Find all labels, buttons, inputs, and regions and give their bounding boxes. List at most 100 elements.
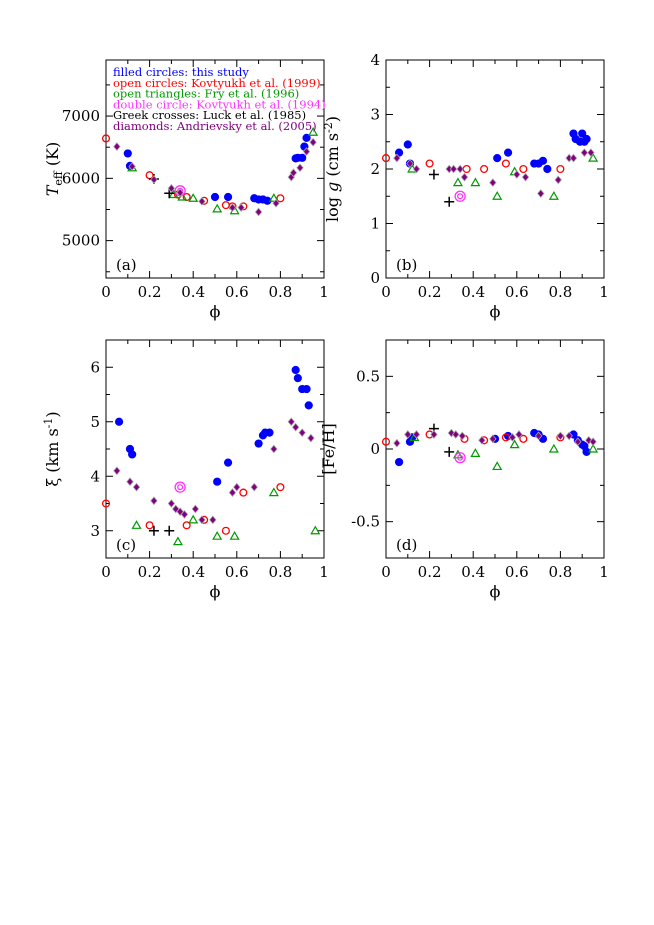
series-luck1985 xyxy=(428,169,455,207)
data-point-diamond xyxy=(489,178,497,188)
data-point-diamond xyxy=(569,153,578,163)
data-point-diamond xyxy=(556,431,565,441)
data-point-open-triangle xyxy=(588,443,599,453)
series-this_study xyxy=(114,365,313,486)
data-point-open-triangle xyxy=(188,514,199,524)
x-tick-label: 0.4 xyxy=(461,563,485,581)
data-point-diamond xyxy=(302,147,311,156)
data-point-diamond xyxy=(126,477,134,487)
data-point-diamond xyxy=(289,168,298,178)
data-point-double-circle xyxy=(174,481,186,493)
series-luck1985 xyxy=(148,525,175,536)
data-point-filled-circle xyxy=(543,164,552,174)
data-point-diamond xyxy=(508,432,517,442)
legend-entry: filled circles: this study xyxy=(113,65,249,79)
data-point-cross xyxy=(444,446,455,457)
data-point-open-circle xyxy=(221,201,230,210)
series-andrievsky2005 xyxy=(393,428,597,448)
data-point-filled-circle xyxy=(403,140,412,149)
x-axis-label: ϕ xyxy=(490,582,501,601)
data-point-diamond xyxy=(233,482,241,492)
plot-frame xyxy=(385,339,605,559)
data-point-cross xyxy=(164,525,175,536)
data-point-diamond xyxy=(430,430,438,439)
data-point-open-triangle xyxy=(212,203,223,213)
data-point-diamond xyxy=(521,172,530,182)
panel-label: (c) xyxy=(116,536,136,554)
x-tick-label: 0.8 xyxy=(548,283,572,301)
data-point-open-triangle xyxy=(470,177,481,187)
y-tick-label: 0.5 xyxy=(356,367,380,385)
y-tick-label: 0 xyxy=(370,440,380,458)
data-point-filled-circle xyxy=(223,458,233,467)
x-axis-label: ϕ xyxy=(210,302,221,321)
data-point-open-circle xyxy=(425,159,434,168)
x-tick-label: 0.6 xyxy=(225,283,249,301)
series-kovtyukh1999 xyxy=(101,483,285,535)
data-point-diamond xyxy=(458,431,467,441)
series-kovtyukh1994 xyxy=(454,452,466,464)
series-andrievsky2005 xyxy=(113,417,315,525)
data-point-diamond xyxy=(587,148,595,158)
y-tick-label: 4 xyxy=(370,51,380,69)
data-point-filled-circle xyxy=(578,129,587,138)
data-point-diamond xyxy=(404,430,412,439)
data-point-open-circle xyxy=(101,499,111,508)
data-point-diamond xyxy=(167,183,176,193)
y-tick-label: 5 xyxy=(90,413,100,431)
series-this_study xyxy=(394,428,591,467)
x-tick-label: 0.4 xyxy=(181,563,205,581)
x-tick-label: 0.6 xyxy=(505,283,529,301)
data-point-diamond xyxy=(456,164,464,174)
y-tick-label: 2 xyxy=(370,160,380,178)
data-point-diamond xyxy=(191,504,200,514)
data-point-diamond xyxy=(198,515,206,525)
data-point-filled-circle xyxy=(210,192,220,202)
data-point-diamond xyxy=(287,417,296,427)
panel-label: (d) xyxy=(396,536,417,554)
y-tick-label: 3 xyxy=(370,106,380,124)
data-point-open-circle xyxy=(462,164,471,174)
legend-entry: Greek crosses: Luck et al. (1985) xyxy=(113,108,306,122)
data-point-diamond xyxy=(113,142,121,151)
data-point-open-circle xyxy=(519,434,528,443)
data-point-filled-circle xyxy=(254,439,263,448)
data-point-open-triangle xyxy=(131,520,142,529)
x-tick-label: 0 xyxy=(101,563,111,581)
data-point-filled-circle xyxy=(298,153,307,162)
y-axis-label: Teff (K) xyxy=(43,142,65,197)
data-point-diamond xyxy=(254,207,263,217)
data-point-diamond xyxy=(537,189,545,198)
data-point-diamond xyxy=(209,515,217,525)
data-point-diamond xyxy=(515,430,523,439)
data-point-diamond xyxy=(406,159,414,168)
data-point-diamond xyxy=(489,434,497,444)
series-fry1996 xyxy=(131,487,321,546)
x-tick-label: 1 xyxy=(599,283,609,301)
x-tick-label: 0.6 xyxy=(225,563,249,581)
data-point-diamond xyxy=(554,175,562,185)
data-point-cross xyxy=(148,525,159,536)
data-point-open-triangle xyxy=(470,448,481,457)
data-point-filled-circle xyxy=(128,450,137,459)
data-point-diamond xyxy=(176,188,184,198)
data-point-filled-circle xyxy=(223,192,233,202)
data-point-diamond xyxy=(150,496,158,506)
data-point-open-circle xyxy=(276,483,285,492)
data-point-open-triangle xyxy=(229,530,240,540)
y-tick-label: -0.5 xyxy=(351,513,380,531)
data-point-diamond xyxy=(298,428,306,438)
data-point-diamond xyxy=(291,422,300,432)
data-point-diamond xyxy=(237,203,245,213)
data-point-diamond xyxy=(393,153,401,163)
data-point-filled-circle xyxy=(291,365,300,375)
x-tick-label: 0.4 xyxy=(461,283,485,301)
x-tick-label: 0.6 xyxy=(505,563,529,581)
data-point-diamond xyxy=(198,196,206,206)
x-tick-label: 0.8 xyxy=(548,563,572,581)
y-tick-label: 1 xyxy=(370,215,380,233)
data-point-cross xyxy=(428,169,439,180)
data-point-diamond xyxy=(534,431,543,441)
